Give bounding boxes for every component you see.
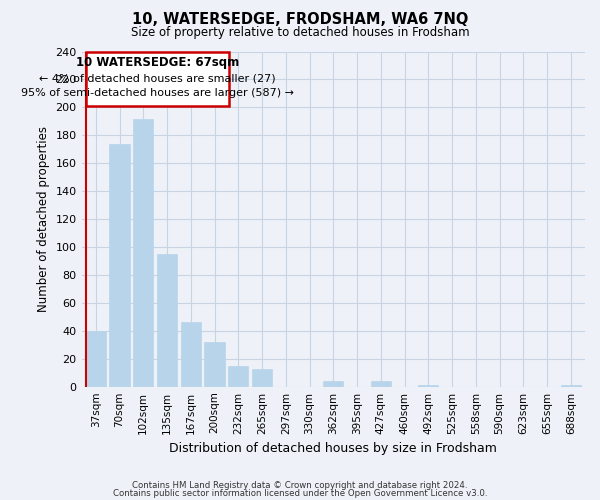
Text: Contains HM Land Registry data © Crown copyright and database right 2024.: Contains HM Land Registry data © Crown c… — [132, 481, 468, 490]
Bar — [109, 144, 130, 386]
Text: Contains public sector information licensed under the Open Government Licence v3: Contains public sector information licen… — [113, 489, 487, 498]
X-axis label: Distribution of detached houses by size in Frodsham: Distribution of detached houses by size … — [169, 442, 497, 455]
Text: 10, WATERSEDGE, FRODSHAM, WA6 7NQ: 10, WATERSEDGE, FRODSHAM, WA6 7NQ — [132, 12, 468, 28]
Bar — [323, 381, 343, 386]
Text: ← 4% of detached houses are smaller (27): ← 4% of detached houses are smaller (27) — [39, 73, 275, 83]
Bar — [205, 342, 224, 386]
Text: 10 WATERSEDGE: 67sqm: 10 WATERSEDGE: 67sqm — [76, 56, 239, 69]
Bar — [157, 254, 177, 386]
Bar — [181, 322, 201, 386]
Bar — [371, 381, 391, 386]
Bar — [86, 331, 106, 386]
Bar — [228, 366, 248, 386]
Text: Size of property relative to detached houses in Frodsham: Size of property relative to detached ho… — [131, 26, 469, 39]
Bar — [252, 368, 272, 386]
Y-axis label: Number of detached properties: Number of detached properties — [37, 126, 50, 312]
FancyBboxPatch shape — [86, 52, 229, 106]
Text: 95% of semi-detached houses are larger (587) →: 95% of semi-detached houses are larger (… — [21, 88, 294, 99]
Bar — [133, 118, 154, 386]
